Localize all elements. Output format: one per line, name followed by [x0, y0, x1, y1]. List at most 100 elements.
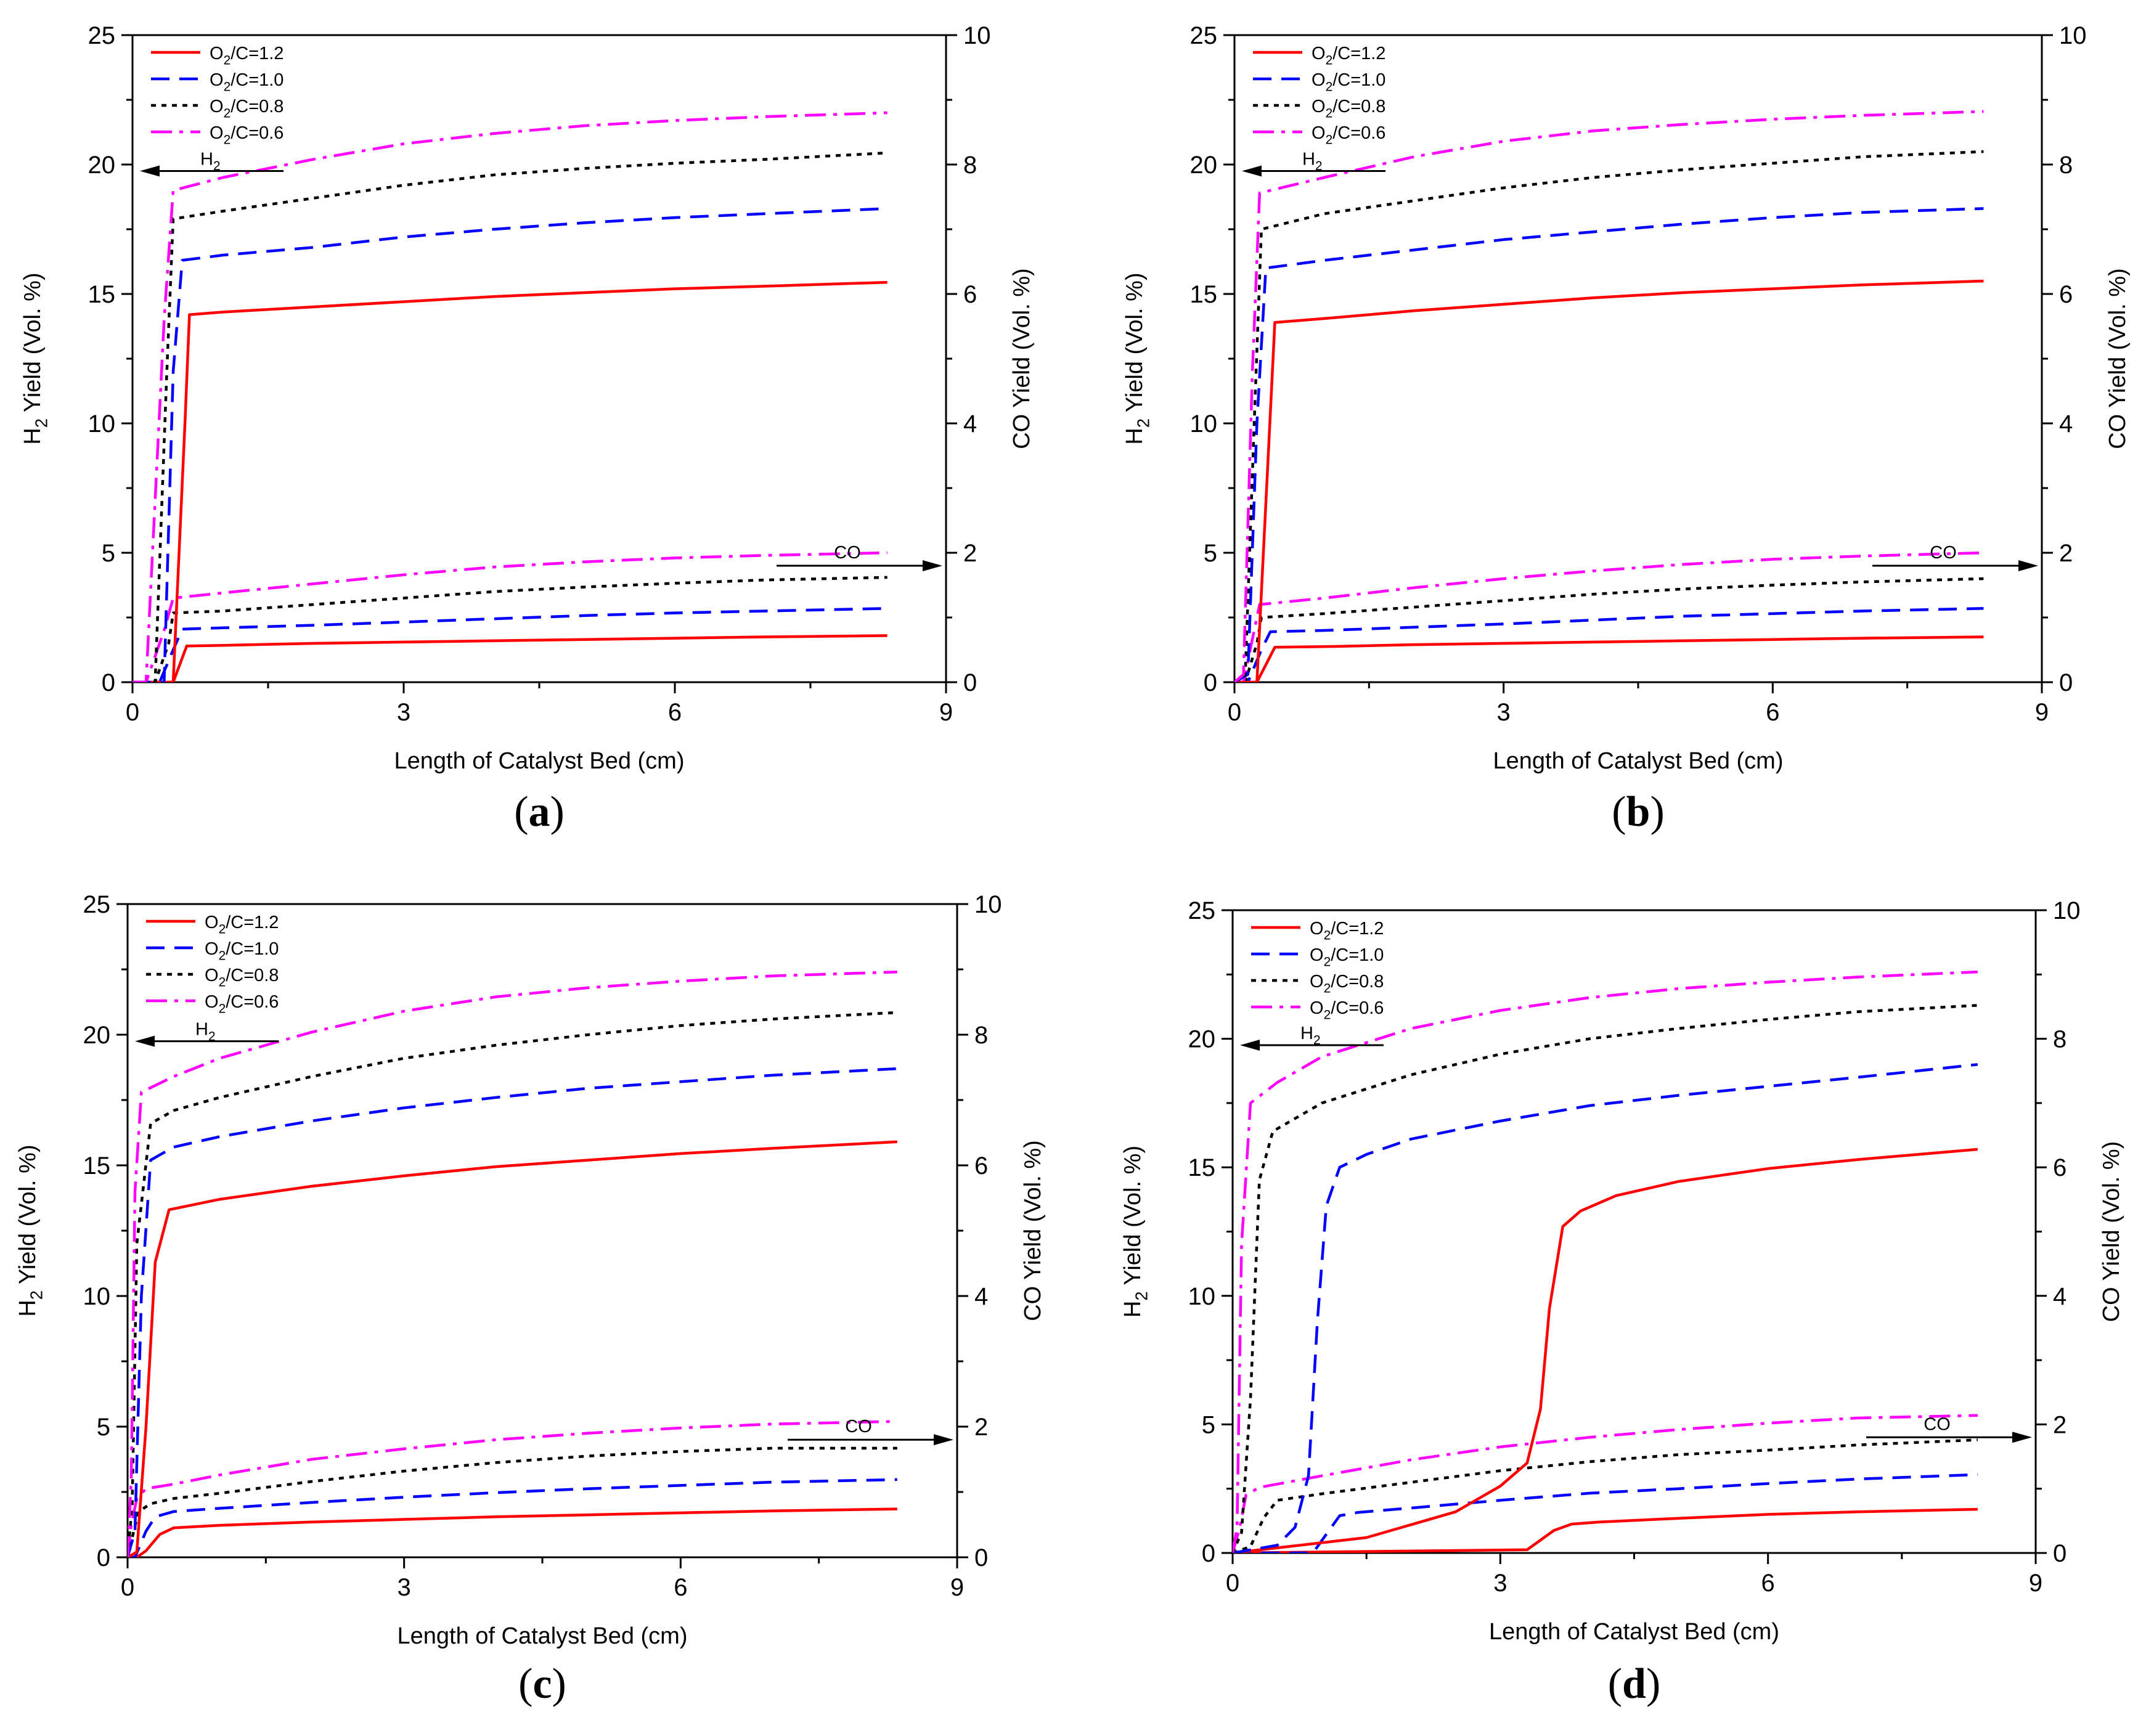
y-right-tick-label: 6 — [974, 1152, 988, 1180]
y-left-tick-label: 5 — [1204, 540, 1217, 567]
co-line-o2c08 — [1234, 577, 1984, 682]
panel-label: (b) — [1612, 788, 1665, 836]
h2-line-o2c12 — [128, 1140, 897, 1557]
legend-label: O2/C=0.6 — [205, 992, 279, 1016]
x-tick-label: 3 — [1497, 699, 1511, 726]
x-tick-label: 0 — [121, 1574, 134, 1601]
co-line-o2c12 — [1233, 1507, 1978, 1553]
y-left-tick-label: 20 — [88, 152, 116, 179]
y-right-tick-label: 2 — [963, 540, 977, 567]
y-right-tick-label: 2 — [2059, 540, 2073, 567]
h2-arrow-head — [135, 1035, 155, 1047]
y-right-axis-title: CO Yield (Vol. %) — [1020, 1140, 1046, 1321]
h2-annotation-label: H2 — [1302, 150, 1323, 174]
legend-label: O2/C=1.2 — [205, 913, 279, 937]
x-tick-label: 0 — [126, 699, 139, 726]
y-right-tick-label: 8 — [2053, 1026, 2066, 1053]
x-tick-label: 6 — [1766, 699, 1779, 726]
h2-annotation-label: H2 — [195, 1020, 216, 1044]
co-line-o2c06 — [133, 551, 887, 682]
y-right-tick-label: 0 — [2053, 1540, 2066, 1567]
y-right-tick-label: 4 — [2053, 1283, 2066, 1310]
y-left-axis-title: H2 Yield (Vol. %) — [1122, 272, 1153, 444]
y-left-tick-label: 20 — [1190, 152, 1218, 179]
y-right-tick-label: 8 — [974, 1022, 988, 1049]
y-left-tick-label: 25 — [88, 22, 116, 49]
h2-line-o2c06 — [133, 111, 887, 682]
h2-line-o2c10 — [1234, 207, 1984, 682]
y-right-tick-label: 10 — [2059, 22, 2087, 49]
y-left-tick-label: 20 — [83, 1022, 111, 1049]
co-line-o2c12 — [128, 1507, 897, 1557]
h2-line-o2c12 — [133, 280, 887, 682]
h2-line-o2c12 — [1233, 1147, 1978, 1553]
legend-label: O2/C=0.6 — [1310, 998, 1384, 1022]
h2-line-o2c10 — [133, 207, 887, 682]
y-right-tick-label: 4 — [2059, 410, 2073, 438]
h2-line-o2c10 — [128, 1067, 897, 1557]
x-tick-label: 9 — [950, 1574, 964, 1601]
co-line-o2c10 — [133, 607, 887, 682]
co-annotation-label: CO — [1924, 1414, 1951, 1434]
co-annotation-label: CO — [834, 543, 861, 563]
x-tick-label: 9 — [939, 699, 953, 726]
legend-label: O2/C=0.8 — [1310, 972, 1384, 996]
y-left-tick-label: 25 — [1190, 22, 1218, 49]
y-right-tick-label: 2 — [974, 1414, 988, 1441]
legend-label: O2/C=0.8 — [1312, 97, 1385, 121]
y-right-axis-title: CO Yield (Vol. %) — [1009, 268, 1035, 449]
h2-annotation-label: H2 — [1300, 1024, 1321, 1048]
h2-arrow-annotation — [1242, 165, 1385, 177]
legend-label: O2/C=0.8 — [210, 97, 284, 121]
co-arrow-head — [923, 560, 942, 571]
y-left-tick-label: 15 — [1188, 1154, 1216, 1181]
x-axis-title: Length of Catalyst Bed (cm) — [398, 1623, 688, 1649]
co-line-o2c08 — [133, 576, 887, 682]
h2-line-o2c10 — [1233, 1063, 1978, 1553]
x-tick-label: 9 — [2029, 1570, 2042, 1597]
x-tick-label: 0 — [1226, 1570, 1239, 1597]
y-left-tick-label: 5 — [97, 1414, 110, 1441]
y-left-tick-label: 10 — [1188, 1283, 1216, 1310]
y-left-tick-label: 10 — [1190, 410, 1218, 438]
y-left-tick-label: 15 — [1190, 281, 1218, 308]
h2-arrow-head — [1240, 1040, 1260, 1051]
legend-label: O2/C=0.6 — [210, 123, 284, 147]
co-annotation-label: CO — [1930, 543, 1957, 563]
y-left-axis-title: H2 Yield (Vol. %) — [15, 1144, 46, 1316]
y-left-tick-label: 0 — [97, 1544, 110, 1571]
y-right-tick-label: 2 — [2053, 1411, 2066, 1438]
x-tick-label: 6 — [674, 1574, 687, 1601]
y-left-tick-label: 15 — [88, 281, 116, 308]
y-right-tick-label: 0 — [974, 1544, 988, 1571]
panel-label: (a) — [514, 788, 565, 836]
y-left-tick-label: 5 — [1202, 1411, 1215, 1438]
y-right-tick-label: 4 — [974, 1283, 988, 1310]
y-left-tick-label: 5 — [102, 540, 115, 567]
y-right-axis-title: CO Yield (Vol. %) — [2099, 1141, 2124, 1322]
panel-label: (c) — [518, 1660, 566, 1708]
x-tick-label: 3 — [1493, 1570, 1507, 1597]
x-axis-title: Length of Catalyst Bed (cm) — [394, 748, 685, 774]
x-axis-title: Length of Catalyst Bed (cm) — [1493, 748, 1784, 774]
y-right-tick-label: 8 — [2059, 152, 2073, 179]
y-right-tick-label: 6 — [963, 281, 977, 308]
co-annotation-label: CO — [845, 1417, 872, 1436]
y-right-tick-label: 6 — [2053, 1154, 2066, 1181]
co-arrow-head — [2012, 1432, 2032, 1443]
y-left-tick-label: 10 — [88, 410, 116, 438]
legend-label: O2/C=1.0 — [210, 70, 284, 94]
h2-arrow-annotation — [140, 165, 284, 177]
co-arrow-annotation — [1866, 1432, 2032, 1443]
co-line-o2c06 — [1233, 1414, 1978, 1553]
h2-arrow-head — [1242, 165, 1262, 177]
co-arrow-annotation — [788, 1434, 953, 1446]
h2-line-o2c06 — [1233, 970, 1978, 1553]
co-line-o2c06 — [128, 1420, 897, 1557]
y-left-tick-label: 25 — [1188, 897, 1216, 924]
y-left-tick-label: 15 — [83, 1152, 111, 1180]
legend-label: O2/C=1.2 — [1312, 44, 1385, 68]
